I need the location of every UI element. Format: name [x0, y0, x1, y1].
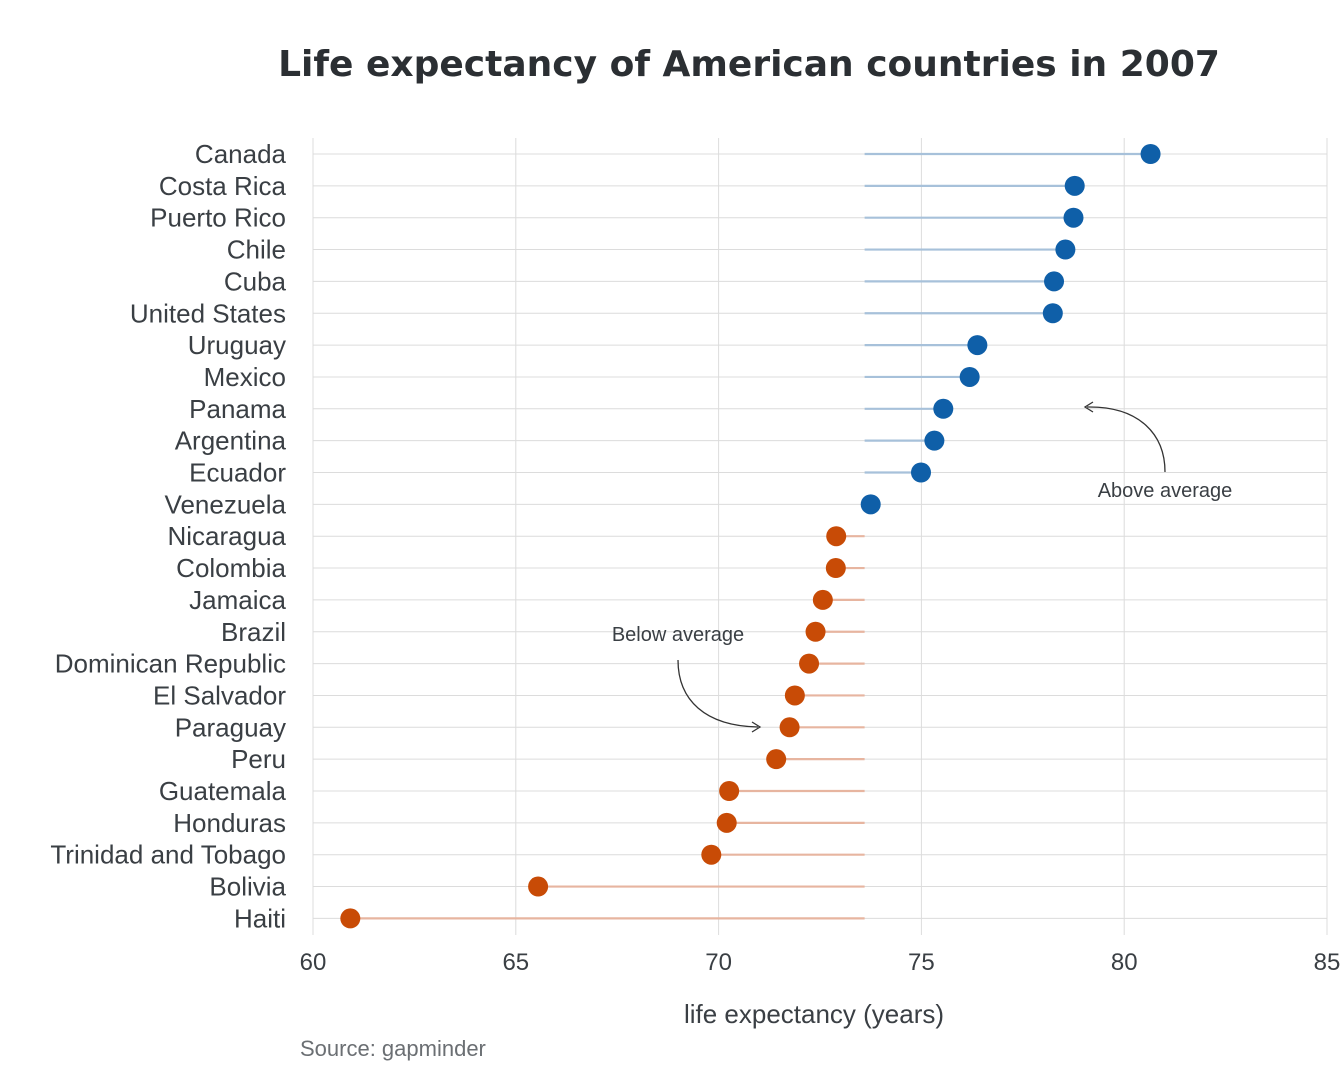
lollipop-dot — [528, 876, 549, 897]
lollipop-dot — [967, 335, 988, 356]
category-label: Chile — [227, 235, 286, 265]
source-caption: Source: gapminder — [300, 1036, 486, 1061]
x-axis-title: life expectancy (years) — [684, 999, 944, 1029]
category-label: Haiti — [234, 903, 286, 933]
above-average-label: Above average — [1098, 480, 1233, 502]
x-tick-labels: 60 65 70 75 80 85 — [300, 949, 1341, 976]
category-label: Guatemala — [159, 776, 287, 806]
lollipop-dot — [784, 685, 805, 706]
category-label: Dominican Republic — [55, 649, 286, 679]
chart-title: Life expectancy of American countries in… — [278, 44, 1220, 85]
lollipop-dot — [959, 366, 980, 387]
category-label: Peru — [231, 744, 286, 774]
lollipop-dot — [779, 717, 800, 738]
below-average-arrow — [677, 659, 759, 728]
lollipop-dot — [716, 812, 737, 833]
x-tick-label: 75 — [908, 949, 935, 976]
below-average-annotation: Below average — [612, 624, 762, 733]
category-label: Trinidad and Tobago — [50, 840, 286, 870]
lollipop-dot — [719, 781, 740, 801]
above-average-arrow — [1086, 406, 1166, 473]
category-label: El Salvador — [153, 680, 286, 710]
lollipop-dot — [1042, 303, 1063, 324]
category-label: Costa Rica — [159, 171, 287, 201]
category-label: Paraguay — [175, 712, 286, 742]
category-label: Canada — [195, 139, 287, 169]
dot-layer — [340, 144, 1161, 929]
category-label: Bolivia — [209, 872, 286, 902]
category-label: Jamaica — [189, 585, 286, 615]
category-label: Brazil — [221, 617, 286, 647]
lollipop-dot — [1055, 239, 1076, 260]
category-label: Puerto Rico — [150, 203, 286, 233]
lollipop-dot — [766, 749, 787, 770]
x-tick-label: 80 — [1111, 949, 1138, 976]
lollipop-dot — [933, 398, 954, 419]
grid-layer — [312, 138, 1328, 935]
category-label: Nicaragua — [167, 521, 286, 551]
x-tick-label: 60 — [300, 949, 327, 976]
category-label: United States — [130, 298, 286, 328]
category-label: Panama — [189, 394, 286, 424]
above-average-annotation: Above average — [1083, 401, 1233, 502]
x-tick-label: 70 — [705, 949, 732, 976]
category-label: Venezuela — [165, 489, 287, 519]
category-label: Argentina — [175, 426, 287, 456]
below-average-arrowhead — [751, 721, 762, 733]
category-label: Uruguay — [188, 330, 286, 360]
lollipop-dot — [799, 653, 820, 674]
lollipop-dot — [805, 621, 826, 642]
category-label: Ecuador — [189, 458, 286, 488]
category-label: Mexico — [204, 362, 286, 392]
category-label: Cuba — [224, 266, 287, 296]
lollipop-dot — [1140, 144, 1161, 164]
lollipop-dot — [1063, 207, 1084, 228]
lollipop-dot — [825, 558, 846, 579]
lollipop-dot — [340, 908, 361, 929]
lollipop-dot — [910, 462, 931, 483]
lollipop-dot — [826, 526, 847, 547]
lollipop-dot — [812, 589, 833, 610]
above-average-arrowhead — [1083, 401, 1094, 413]
lollipop-dot — [924, 430, 945, 451]
below-average-label: Below average — [612, 624, 744, 646]
lollipop-dot — [860, 494, 881, 515]
category-label: Colombia — [176, 553, 286, 583]
x-tick-label: 65 — [502, 949, 529, 976]
category-label: Honduras — [173, 808, 286, 838]
lollipop-dot — [1064, 175, 1085, 196]
lollipop-dot — [1044, 271, 1065, 292]
x-tick-label: 85 — [1314, 949, 1341, 976]
lollipop-dot — [701, 844, 722, 865]
